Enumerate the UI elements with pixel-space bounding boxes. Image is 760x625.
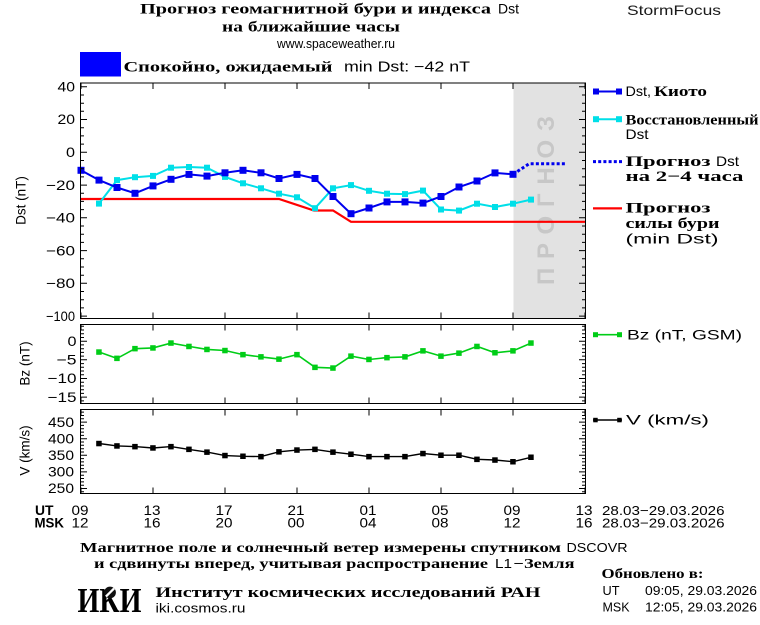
svg-text:01: 01 (360, 502, 377, 518)
svg-text:04: 04 (360, 515, 377, 531)
svg-text:StormFocus: StormFocus (627, 2, 721, 18)
svg-text:−80: −80 (46, 275, 75, 291)
svg-text:21: 21 (288, 502, 305, 518)
svg-text:28.03−29.03.2026: 28.03−29.03.2026 (602, 503, 725, 518)
svg-text:−100: −100 (46, 308, 75, 324)
svg-text:300: 300 (48, 464, 74, 480)
svg-text:13: 13 (576, 502, 593, 518)
svg-text:400: 400 (48, 430, 74, 446)
svg-text:V (km/s): V (km/s) (626, 413, 709, 428)
svg-text:Восстановленный: Восстановленный (626, 113, 759, 129)
svg-text:12: 12 (504, 515, 521, 531)
svg-text:UT: UT (603, 583, 620, 598)
svg-text:−5: −5 (57, 352, 77, 368)
svg-text:16: 16 (576, 515, 593, 531)
svg-text:08: 08 (432, 515, 449, 531)
svg-text:40: 40 (58, 79, 76, 95)
svg-text:−20: −20 (46, 177, 75, 193)
svg-text:MSK: MSK (35, 516, 65, 531)
svg-text:и сдвинуты вперед, учитывая ра: и сдвинуты вперед, учитывая распростране… (94, 557, 488, 572)
svg-text:28.03−29.03.2026: 28.03−29.03.2026 (602, 516, 725, 531)
svg-text:Dst: Dst (626, 126, 649, 142)
svg-text:на 2−4 часа: на 2−4 часа (626, 169, 745, 185)
svg-text:450: 450 (48, 414, 74, 430)
svg-text:www.spaceweather.ru: www.spaceweather.ru (276, 36, 395, 51)
svg-text:DSCOVR: DSCOVR (567, 540, 628, 555)
svg-text:−Земля: −Земля (514, 557, 576, 572)
svg-text:Обновлено в:: Обновлено в: (602, 567, 704, 582)
svg-text:16: 16 (144, 515, 161, 531)
svg-text:Прогноз: Прогноз (626, 154, 711, 170)
svg-text:ПРОГНОЗ: ПРОГНОЗ (533, 113, 560, 285)
svg-text:−10: −10 (48, 370, 77, 386)
svg-text:0: 0 (66, 144, 75, 160)
svg-text:00: 00 (288, 515, 305, 531)
svg-text:силы бури: силы бури (626, 216, 720, 232)
svg-text:UT: UT (35, 503, 54, 518)
svg-text:09: 09 (504, 502, 521, 518)
svg-text:05: 05 (432, 502, 449, 518)
svg-text:на ближайшие часы: на ближайшие часы (222, 20, 400, 36)
svg-text:min Dst: −42 nT: min Dst: −42 nT (344, 60, 470, 76)
svg-text:Магнитное поле и солнечный вет: Магнитное поле и солнечный ветер измерен… (80, 541, 562, 556)
svg-text:Киото: Киото (654, 84, 707, 100)
svg-text:MSK: MSK (603, 600, 630, 615)
svg-text:0: 0 (68, 333, 77, 349)
svg-text:20: 20 (216, 515, 233, 531)
svg-text:Спокойно, ожидаемый: Спокойно, ожидаемый (124, 60, 333, 76)
svg-text:Прогноз геомагнитной бури и ин: Прогноз геомагнитной бури и индекса (140, 2, 492, 18)
svg-text:350: 350 (48, 447, 74, 463)
svg-text:Dst: Dst (498, 1, 519, 17)
svg-text:13: 13 (144, 502, 161, 518)
svg-text:09: 09 (72, 502, 89, 518)
svg-text:iki.cosmos.ru: iki.cosmos.ru (156, 601, 246, 616)
svg-text:17: 17 (216, 502, 233, 518)
svg-text:Прогноз: Прогноз (626, 200, 711, 216)
svg-text:Dst,: Dst, (626, 83, 652, 99)
svg-text:(min Dst): (min Dst) (626, 231, 719, 247)
svg-text:Bz (nT, GSM): Bz (nT, GSM) (627, 328, 742, 343)
svg-text:12: 12 (72, 515, 89, 531)
svg-text:−60: −60 (46, 242, 75, 258)
svg-text:250: 250 (48, 480, 74, 496)
svg-text:−15: −15 (48, 389, 77, 405)
svg-text:20: 20 (58, 111, 76, 127)
svg-text:−40: −40 (46, 210, 75, 226)
svg-text:Dst: Dst (716, 153, 739, 169)
svg-text:12:05, 29.03.2026: 12:05, 29.03.2026 (645, 600, 757, 615)
svg-text:09:05, 29.03.2026: 09:05, 29.03.2026 (645, 583, 757, 598)
svg-text:Институт космических исследова: Институт космических исследований РАН (156, 585, 541, 601)
svg-text:L1: L1 (495, 556, 512, 571)
svg-text:V (km/s): V (km/s) (18, 425, 33, 475)
svg-text:Bz (nT): Bz (nT) (18, 341, 33, 385)
svg-text:Dst (nT): Dst (nT) (14, 176, 29, 225)
